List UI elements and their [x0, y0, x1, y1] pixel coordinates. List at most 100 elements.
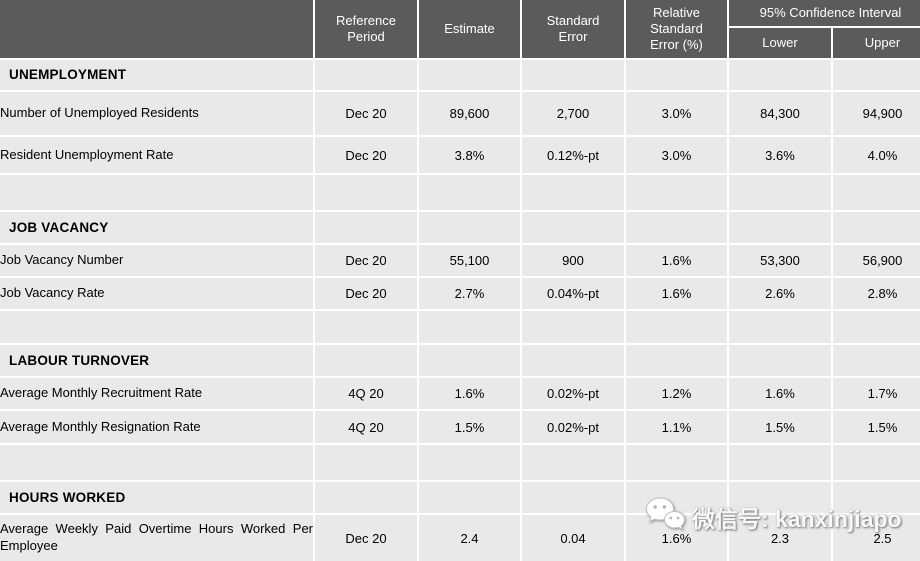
header-ci-lower: Lower — [729, 28, 831, 58]
cell-estimate: 89,600 — [419, 92, 520, 135]
cell-relative-standard-error: 1.6% — [626, 278, 727, 309]
empty-cell — [522, 212, 624, 243]
empty-cell — [522, 175, 624, 210]
empty-cell — [315, 212, 417, 243]
cell-ci-lower: 3.6% — [729, 137, 831, 173]
row-label: Number of Unemployed Residents — [0, 92, 313, 135]
empty-cell — [522, 311, 624, 343]
empty-cell — [729, 482, 831, 513]
cell-ci-lower: 1.5% — [729, 411, 831, 443]
empty-cell — [0, 175, 313, 210]
cell-relative-standard-error: 1.1% — [626, 411, 727, 443]
empty-cell — [522, 345, 624, 376]
cell-ci-upper: 94,900 — [833, 92, 920, 135]
empty-cell — [729, 212, 831, 243]
empty-cell — [0, 311, 313, 343]
cell-ci-lower: 84,300 — [729, 92, 831, 135]
empty-cell — [522, 482, 624, 513]
cell-estimate: 1.5% — [419, 411, 520, 443]
empty-cell — [626, 212, 727, 243]
cell-reference-period: Dec 20 — [315, 515, 417, 561]
header-confidence-interval: 95% Confidence Interval — [729, 0, 920, 26]
empty-cell — [729, 345, 831, 376]
spacer-row — [0, 445, 920, 480]
cell-ci-lower: 1.6% — [729, 378, 831, 409]
empty-cell — [833, 212, 920, 243]
row-label: Average Weekly Paid Overtime Hours Worke… — [0, 515, 313, 561]
cell-estimate: 3.8% — [419, 137, 520, 173]
empty-cell — [419, 482, 520, 513]
empty-cell — [419, 212, 520, 243]
section-row-unemployment: UNEMPLOYMENT — [0, 60, 920, 90]
table-row: Number of Unemployed Residents Dec 20 89… — [0, 92, 920, 135]
row-label: Job Vacancy Number — [0, 245, 313, 276]
empty-cell — [833, 60, 920, 90]
row-label: Average Monthly Resignation Rate — [0, 411, 313, 443]
header-standard-error: Standard Error — [522, 0, 624, 58]
cell-ci-lower: 2.3 — [729, 515, 831, 561]
cell-ci-upper: 1.5% — [833, 411, 920, 443]
cell-standard-error: 0.02%-pt — [522, 378, 624, 409]
cell-reference-period: Dec 20 — [315, 137, 417, 173]
empty-cell — [833, 345, 920, 376]
cell-estimate: 2.7% — [419, 278, 520, 309]
empty-cell — [626, 175, 727, 210]
cell-standard-error: 0.04%-pt — [522, 278, 624, 309]
cell-reference-period: 4Q 20 — [315, 378, 417, 409]
table-row: Job Vacancy Rate Dec 20 2.7% 0.04%-pt 1.… — [0, 278, 920, 309]
cell-ci-upper: 4.0% — [833, 137, 920, 173]
empty-cell — [626, 445, 727, 480]
empty-cell — [833, 482, 920, 513]
empty-cell — [626, 482, 727, 513]
cell-standard-error: 900 — [522, 245, 624, 276]
empty-cell — [626, 60, 727, 90]
cell-estimate: 2.4 — [419, 515, 520, 561]
cell-reference-period: Dec 20 — [315, 245, 417, 276]
cell-standard-error: 2,700 — [522, 92, 624, 135]
cell-relative-standard-error: 3.0% — [626, 137, 727, 173]
empty-cell — [315, 175, 417, 210]
header-reference-period: Reference Period — [315, 0, 417, 58]
row-label: Resident Unemployment Rate — [0, 137, 313, 173]
empty-cell — [626, 345, 727, 376]
empty-cell — [419, 311, 520, 343]
empty-cell — [315, 345, 417, 376]
empty-cell — [729, 445, 831, 480]
cell-relative-standard-error: 1.6% — [626, 245, 727, 276]
row-label: Average Monthly Recruitment Rate — [0, 378, 313, 409]
header-blank-cell — [0, 0, 313, 58]
table-row: Average Monthly Resignation Rate 4Q 20 1… — [0, 411, 920, 443]
cell-estimate: 1.6% — [419, 378, 520, 409]
section-label: UNEMPLOYMENT — [0, 60, 313, 90]
spacer-row — [0, 175, 920, 210]
table-row: Average Monthly Recruitment Rate 4Q 20 1… — [0, 378, 920, 409]
empty-cell — [315, 445, 417, 480]
empty-cell — [833, 445, 920, 480]
section-row-labour-turnover: LABOUR TURNOVER — [0, 345, 920, 376]
section-row-hours-worked: HOURS WORKED — [0, 482, 920, 513]
cell-estimate: 55,100 — [419, 245, 520, 276]
cell-ci-lower: 2.6% — [729, 278, 831, 309]
empty-cell — [315, 311, 417, 343]
table-row: Resident Unemployment Rate Dec 20 3.8% 0… — [0, 137, 920, 173]
empty-cell — [419, 445, 520, 480]
cell-reference-period: 4Q 20 — [315, 411, 417, 443]
cell-ci-upper: 1.7% — [833, 378, 920, 409]
spacer-row — [0, 311, 920, 343]
section-row-job-vacancy: JOB VACANCY — [0, 212, 920, 243]
table-row: Job Vacancy Number Dec 20 55,100 900 1.6… — [0, 245, 920, 276]
header-estimate: Estimate — [419, 0, 520, 58]
section-label: JOB VACANCY — [0, 212, 313, 243]
cell-ci-upper: 2.8% — [833, 278, 920, 309]
cell-ci-upper: 2.5 — [833, 515, 920, 561]
cell-ci-upper: 56,900 — [833, 245, 920, 276]
empty-cell — [522, 60, 624, 90]
cell-standard-error: 0.04 — [522, 515, 624, 561]
empty-cell — [626, 311, 727, 343]
empty-cell — [833, 311, 920, 343]
header-row-sub: Lower Upper — [0, 28, 920, 58]
cell-relative-standard-error: 1.2% — [626, 378, 727, 409]
empty-cell — [315, 60, 417, 90]
cell-relative-standard-error: 1.6% — [626, 515, 727, 561]
